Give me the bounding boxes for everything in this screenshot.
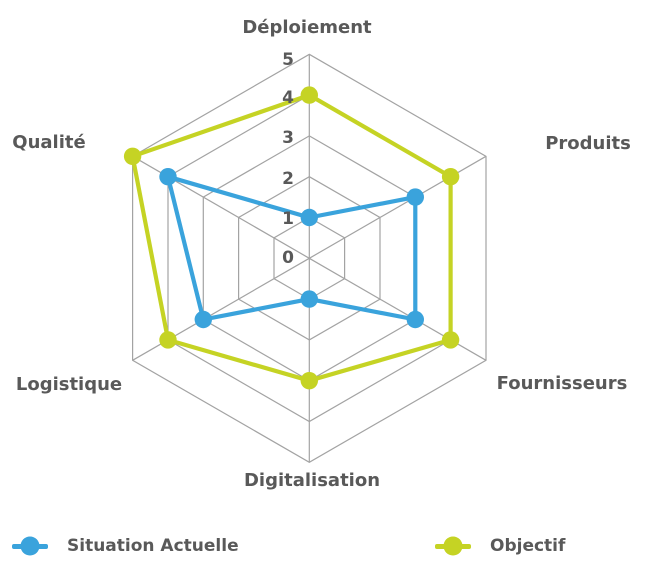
axis-label-fournisseurs: Fournisseurs — [496, 373, 628, 394]
legend-label-situation-actuelle: Situation Actuelle — [67, 536, 239, 556]
axis-label-qualite: Qualité — [12, 132, 86, 153]
axis-label-deploiement: Déploiement — [242, 17, 372, 38]
tick-label-1: 1 — [282, 209, 294, 229]
legend-item-situation-actuelle: Situation Actuelle — [12, 536, 239, 556]
tick-label-4: 4 — [282, 88, 294, 108]
legend-item-objectif: Objectif — [435, 536, 565, 556]
tick-label-3: 3 — [282, 128, 294, 148]
legend-marker-objectif-icon — [435, 536, 471, 556]
legend-dot-icon — [20, 536, 40, 556]
legend-label-objectif: Objectif — [490, 536, 566, 556]
axis-label-produits: Produits — [545, 133, 631, 154]
legend-marker-situation-actuelle-icon — [12, 536, 48, 556]
axis-label-logistique: Logistique — [15, 374, 123, 395]
tick-label-2: 2 — [282, 169, 294, 189]
tick-label-0: 0 — [282, 248, 294, 268]
axis-label-digitalisation: Digitalisation — [243, 470, 381, 491]
legend-dot-icon — [443, 536, 463, 556]
tick-label-5: 5 — [282, 50, 294, 70]
